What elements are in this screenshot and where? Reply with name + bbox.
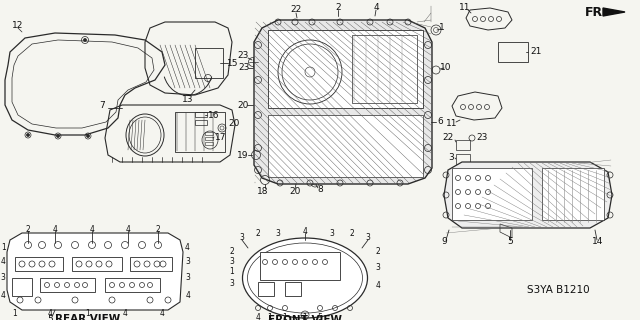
Polygon shape — [352, 35, 417, 103]
Text: 3: 3 — [448, 154, 454, 163]
Text: 2: 2 — [156, 225, 161, 234]
Text: 17: 17 — [215, 132, 227, 141]
Text: 18: 18 — [257, 188, 269, 196]
Text: 20: 20 — [237, 100, 249, 109]
Text: 3: 3 — [330, 228, 335, 237]
Ellipse shape — [243, 238, 367, 318]
Polygon shape — [7, 233, 183, 310]
Text: 3: 3 — [186, 258, 191, 267]
Text: 2: 2 — [230, 247, 234, 257]
Text: FRONT VIEW: FRONT VIEW — [268, 315, 342, 320]
Text: 3: 3 — [365, 234, 371, 243]
Text: 22: 22 — [443, 133, 454, 142]
Text: 1: 1 — [230, 268, 234, 276]
Text: 1: 1 — [283, 314, 287, 320]
Text: 4: 4 — [303, 227, 307, 236]
Text: 12: 12 — [12, 20, 24, 29]
Text: 5: 5 — [507, 237, 513, 246]
Text: 3: 3 — [186, 274, 191, 283]
Text: 20: 20 — [228, 118, 239, 127]
Text: 2: 2 — [335, 3, 341, 12]
Text: 3: 3 — [239, 234, 244, 243]
Text: 1: 1 — [86, 309, 90, 318]
Text: 5: 5 — [47, 315, 53, 320]
Text: 5: 5 — [317, 314, 323, 320]
Circle shape — [26, 133, 29, 137]
Text: 4: 4 — [159, 309, 164, 318]
Text: 4: 4 — [255, 314, 260, 320]
Text: 4: 4 — [1, 291, 5, 300]
Text: FR.: FR. — [585, 5, 608, 19]
Text: 4: 4 — [47, 309, 52, 318]
Text: 16: 16 — [208, 110, 220, 119]
Text: 2: 2 — [255, 229, 260, 238]
Polygon shape — [603, 8, 625, 16]
Text: 23: 23 — [237, 51, 249, 60]
Text: 21: 21 — [531, 47, 541, 57]
Polygon shape — [260, 252, 340, 280]
Text: 3: 3 — [230, 258, 234, 267]
Text: 4: 4 — [184, 244, 189, 252]
Text: 4: 4 — [52, 225, 58, 234]
Text: REAR VIEW: REAR VIEW — [56, 314, 120, 320]
Polygon shape — [452, 168, 532, 220]
Text: 1: 1 — [268, 314, 273, 320]
Text: 2: 2 — [26, 225, 30, 234]
Text: 3: 3 — [230, 278, 234, 287]
Circle shape — [86, 134, 90, 138]
Text: 1: 1 — [439, 23, 445, 33]
Text: 9: 9 — [441, 237, 447, 246]
Circle shape — [83, 38, 86, 42]
Polygon shape — [254, 20, 432, 184]
Text: 20: 20 — [289, 188, 301, 196]
Text: 8: 8 — [317, 186, 323, 195]
Text: 14: 14 — [592, 237, 604, 246]
Polygon shape — [268, 30, 423, 108]
Text: 1: 1 — [13, 309, 17, 318]
Text: 4: 4 — [373, 3, 379, 12]
Text: S3YA B1210: S3YA B1210 — [527, 285, 589, 295]
Text: 23: 23 — [476, 132, 488, 141]
Text: 13: 13 — [182, 95, 194, 105]
Text: 4: 4 — [1, 258, 5, 267]
Text: 4: 4 — [376, 281, 380, 290]
Text: 1: 1 — [303, 314, 307, 320]
Circle shape — [278, 40, 342, 104]
Text: 7: 7 — [99, 101, 105, 110]
Text: 2: 2 — [349, 229, 355, 238]
Polygon shape — [268, 115, 423, 177]
Polygon shape — [542, 168, 604, 220]
Text: 4: 4 — [90, 225, 95, 234]
Text: 4: 4 — [123, 309, 127, 318]
Text: 23: 23 — [238, 63, 250, 73]
Text: 11: 11 — [460, 4, 471, 12]
Text: 15: 15 — [227, 59, 239, 68]
Circle shape — [56, 134, 60, 138]
Text: 1: 1 — [2, 244, 6, 252]
Text: 3: 3 — [376, 263, 380, 273]
Text: 6: 6 — [437, 117, 443, 126]
Text: 11: 11 — [446, 119, 458, 129]
Text: 4: 4 — [125, 225, 131, 234]
Text: 10: 10 — [440, 63, 452, 73]
Polygon shape — [444, 162, 612, 228]
Text: 4: 4 — [186, 291, 191, 300]
Text: 2: 2 — [376, 247, 380, 257]
Text: 3: 3 — [1, 274, 5, 283]
Text: 22: 22 — [291, 5, 301, 14]
Text: 19: 19 — [237, 150, 249, 159]
Text: 3: 3 — [276, 228, 280, 237]
